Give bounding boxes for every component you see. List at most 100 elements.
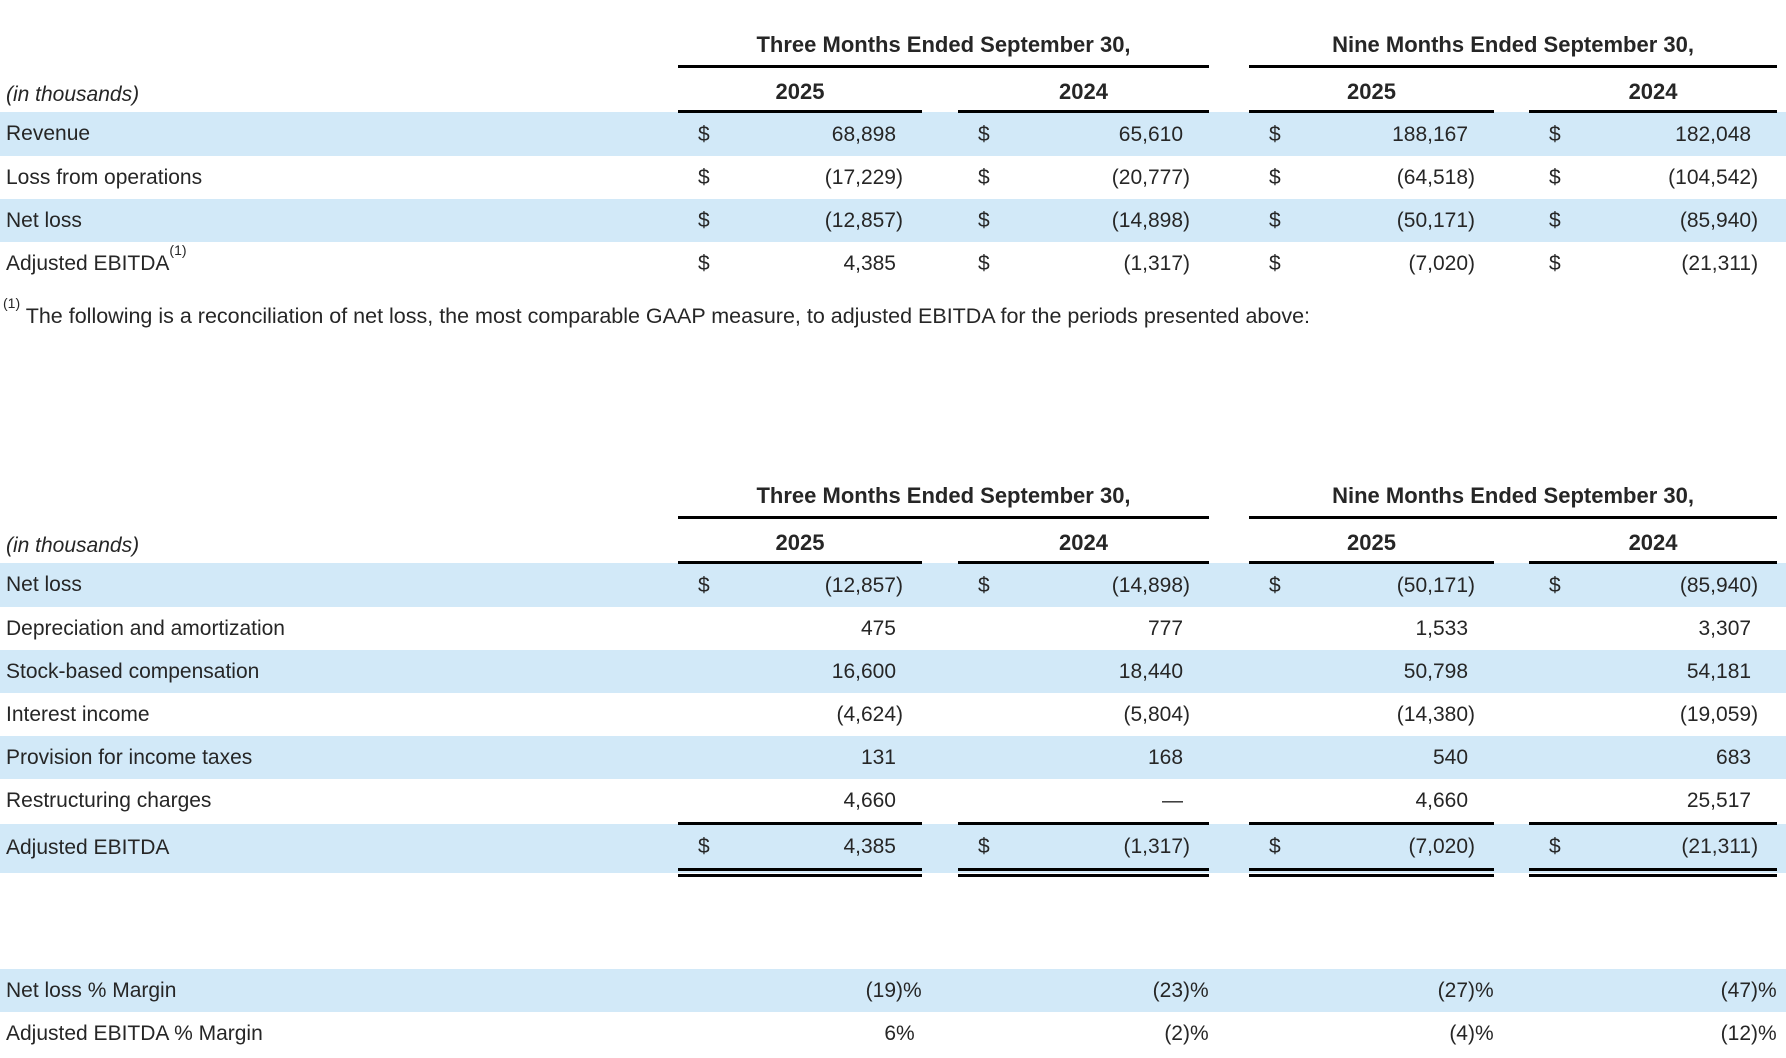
cell-value: 188,167 — [1311, 112, 1494, 157]
table-row: Adjusted EBITDA $4,385 $ (1,317) $ (7,020) $ (2… — [0, 822, 1786, 877]
row-label: Net loss % Margin — [6, 978, 177, 1002]
table-row: Loss from operations $ (17,229) $ (20,777) $ (… — [0, 156, 1786, 199]
row-tail — [1777, 693, 1786, 736]
value-suffix: )% — [896, 978, 922, 1002]
table-row: Net loss $ (12,857) $ (14,898) $ (50,171) $ (85,… — [0, 562, 1786, 608]
value-digits: (27 — [1437, 978, 1468, 1002]
value-digits: (20,777 — [1111, 165, 1184, 189]
currency-symbol: $ — [978, 208, 990, 232]
currency-symbol: $ — [1549, 122, 1561, 146]
cell-value: 182,048 — [1591, 112, 1777, 157]
cell-value: 131 — [740, 736, 922, 779]
cell-value: 777 — [1020, 607, 1209, 650]
column-gap — [922, 242, 958, 285]
value-digits: (14,380 — [1396, 702, 1469, 726]
margin-summary-table: Net loss % Margin (19)% (23)% (27)% (47)% Adj… — [0, 969, 1786, 1055]
value-digits: (14,898 — [1111, 208, 1184, 232]
column-gap — [1494, 650, 1529, 693]
value-digits: 54,181 — [1686, 659, 1752, 683]
col-group-three-months: Three Months Ended September 30, — [678, 12, 1210, 68]
column-gap — [1209, 518, 1249, 563]
value-suffix: ) — [1468, 834, 1476, 858]
cell-value: (7,020) — [1311, 822, 1495, 877]
row-tail — [1777, 518, 1786, 563]
cell-value: 25,517 — [1591, 779, 1777, 824]
row-tail — [1777, 67, 1786, 112]
value-digits: (7,020 — [1408, 834, 1469, 858]
cell-value: (4,624) — [740, 693, 922, 736]
currency-symbol: $ — [1269, 208, 1281, 232]
value-digits: (12,857 — [824, 573, 896, 597]
cell-value: 683 — [1591, 736, 1777, 779]
quarterly-summary-table: Three Months Ended September 30, Nine Mo… — [0, 12, 1786, 285]
col-header-3mo-2024: 2024 — [958, 66, 1210, 113]
value-suffix: ) — [1183, 165, 1191, 189]
currency-symbol: $ — [1549, 251, 1561, 275]
row-tail — [1777, 969, 1786, 1012]
value-digits: (12 — [1720, 1021, 1751, 1045]
group-header-row: Three Months Ended September 30, Nine Mo… — [0, 12, 1786, 68]
value-digits: 777 — [1147, 616, 1184, 640]
currency-symbol — [1249, 736, 1311, 779]
column-gap — [922, 112, 958, 157]
column-gap — [922, 199, 958, 242]
column-gap — [1494, 824, 1529, 873]
value-suffix: ) — [896, 573, 903, 597]
cell-value: (21,311) — [1591, 242, 1777, 285]
column-gap — [1494, 199, 1529, 242]
currency-symbol: $ — [1269, 251, 1281, 275]
col-group-nine-months: Nine Months Ended September 30, — [1249, 12, 1778, 68]
cell-value: (19)% — [740, 969, 922, 1012]
currency-symbol — [678, 969, 740, 1012]
table-row: Interest income (4,624) (5,804) (14,380) (19… — [0, 693, 1786, 736]
value-digits: (5,804 — [1123, 702, 1184, 726]
column-gap — [1494, 736, 1529, 779]
column-gap — [922, 518, 958, 563]
column-gap — [1494, 563, 1529, 608]
value-digits: 182,048 — [1675, 122, 1752, 146]
value-digits: 4,385 — [843, 251, 896, 275]
column-gap — [1209, 779, 1249, 824]
value-suffix: ) — [1183, 573, 1191, 597]
cell-value: (50,171) — [1311, 563, 1494, 608]
value-suffix: ) — [1183, 702, 1191, 726]
column-gap — [922, 156, 958, 199]
value-digits: 540 — [1432, 745, 1469, 769]
currency-symbol: $ — [958, 822, 1020, 877]
value-digits: (19 — [865, 978, 896, 1002]
cell-value: (47)% — [1591, 969, 1777, 1012]
value-suffix: ) — [896, 208, 903, 232]
currency-symbol: $ — [1269, 122, 1281, 146]
currency-symbol — [958, 1012, 1020, 1055]
table-row: Adjusted EBITDA(1) $4,385 $ (1,317) $ (7,020)… — [0, 242, 1786, 285]
cell-value: (14,898) — [1020, 199, 1209, 242]
cell-value: 4,660 — [1311, 779, 1494, 824]
value-digits: (47 — [1720, 978, 1751, 1002]
cell-value: 50,798 — [1311, 650, 1494, 693]
column-gap — [1209, 563, 1249, 608]
column-gap — [1494, 969, 1529, 1012]
column-gap — [922, 563, 958, 608]
currency-symbol — [1249, 693, 1311, 736]
currency-symbol — [1529, 736, 1591, 779]
currency-symbol: $ — [1249, 822, 1312, 877]
col-group-three-months: Three Months Ended September 30, — [678, 463, 1210, 519]
row-tail — [1777, 463, 1786, 518]
value-suffix: )% — [1468, 1021, 1494, 1045]
currency-symbol — [958, 779, 1020, 824]
value-digits: 68,898 — [831, 122, 896, 146]
cell-value: 68,898 — [740, 112, 922, 157]
table-row: Provision for income taxes 131 168 540 683 — [0, 736, 1786, 779]
cell-value: (85,940) — [1591, 199, 1777, 242]
value-digits: 18,440 — [1118, 659, 1184, 683]
cell-value: (1,317) — [1020, 822, 1210, 877]
currency-symbol — [958, 736, 1020, 779]
row-tail — [1777, 650, 1786, 693]
cell-value: 16,600 — [740, 650, 922, 693]
value-digits: (7,020 — [1408, 251, 1469, 275]
year-header-row: (in thousands) 2025 2024 2025 2024 — [0, 517, 1786, 564]
column-gap — [922, 67, 958, 112]
value-digits: 65,610 — [1118, 122, 1184, 146]
currency-symbol — [678, 736, 740, 779]
value-digits: (85,940 — [1679, 208, 1752, 232]
